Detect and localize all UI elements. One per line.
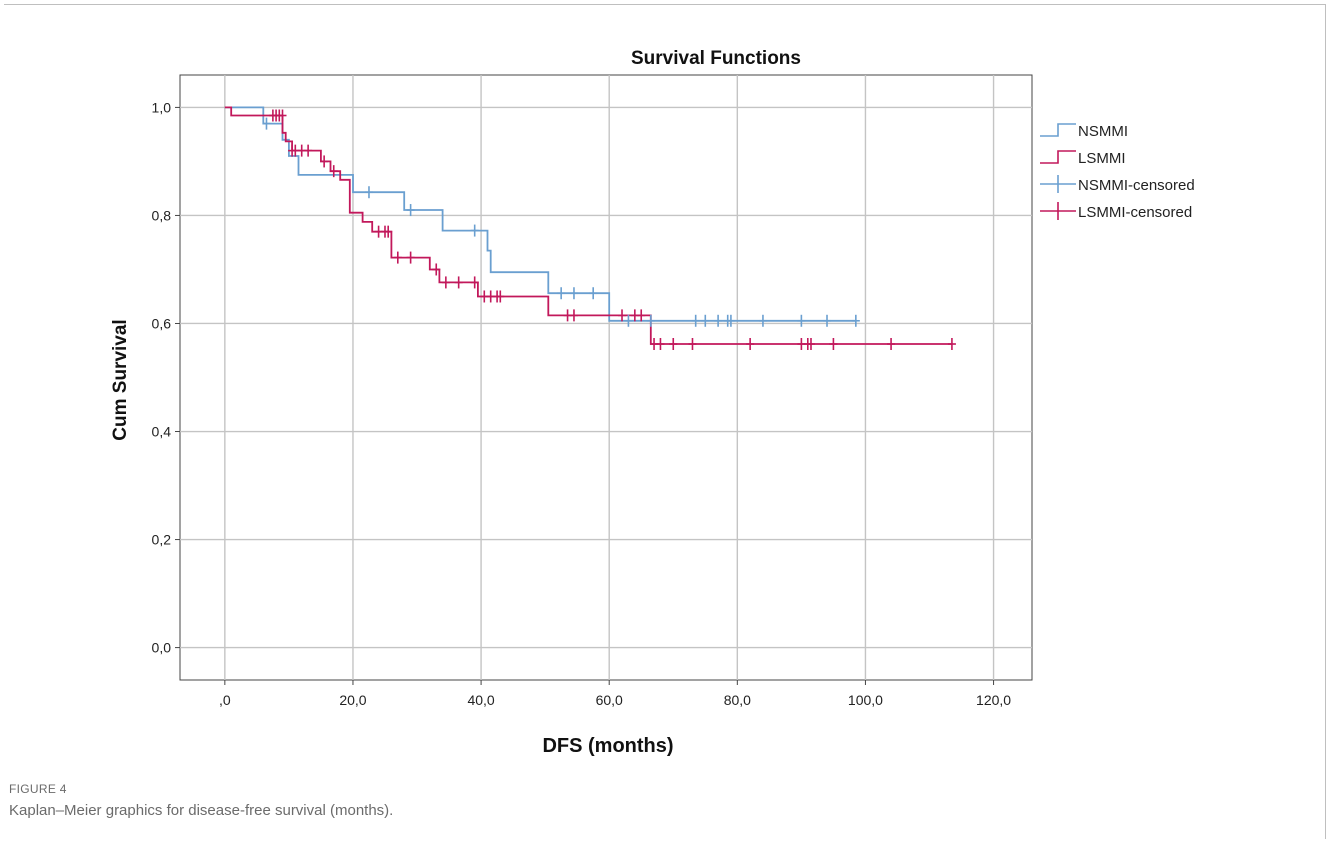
nsmmi-censored-mark xyxy=(851,314,860,327)
lsmmi-censored-mark xyxy=(441,276,450,289)
x-tick-label: ,0 xyxy=(219,692,231,708)
legend-item-nsmmi-censored: NSMMI-censored xyxy=(1040,175,1195,194)
legend-item-lsmmi: LSMMI xyxy=(1040,150,1126,167)
legend-label: LSMMI-censored xyxy=(1078,204,1192,221)
lsmmi-censored-mark xyxy=(496,290,505,303)
nsmmi-censored-mark xyxy=(557,287,566,300)
y-tick-label: 0,2 xyxy=(152,532,172,548)
lsmmi-censored-mark xyxy=(947,338,956,351)
y-axis-label: Cum Survival xyxy=(110,319,131,440)
plot-frame xyxy=(179,74,1033,681)
lsmmi-censored-mark xyxy=(384,225,393,238)
plot-area: ,0 20,0 40,0 60,0 80,0 100,0 120,0 0,0 0,2 0,4 0,6… xyxy=(152,74,1033,708)
lsmmi-censored-mark xyxy=(329,165,338,178)
lsmmi-censored-mark xyxy=(669,338,678,351)
legend-swatch xyxy=(1040,150,1076,164)
nsmmi-censored-mark xyxy=(823,314,832,327)
lsmmi-censored-mark xyxy=(746,338,755,351)
nsmmi-censored-mark xyxy=(726,314,735,327)
legend-label: NSMMI-censored xyxy=(1078,177,1195,194)
legend-item-lsmmi-censored: LSMMI-censored xyxy=(1040,202,1192,221)
nsmmi-censored-mark xyxy=(714,314,723,327)
lsmmi-censored-mark xyxy=(278,109,287,122)
lsmmi-censored-mark xyxy=(618,309,627,322)
y-tick-label: 0,6 xyxy=(152,315,172,331)
lsmmi-line xyxy=(224,106,952,345)
lsmmi-censored-mark xyxy=(806,338,815,351)
nsmmi-censored-mark xyxy=(758,314,767,327)
lsmmi-censored-mark xyxy=(470,276,479,289)
lsmmi-censored-mark xyxy=(887,338,896,351)
lsmmi-censored-mark xyxy=(829,338,838,351)
legend-label: NSMMI xyxy=(1078,123,1128,140)
chart-legend: NSMMI LSMMI NSMMI-censored LSMMI-censored xyxy=(1040,123,1195,221)
figure-caption: FIGURE 4 Kaplan–Meier graphics for disea… xyxy=(9,782,393,819)
x-axis-label: DFS (months) xyxy=(542,735,673,757)
nsmmi-censored-mark xyxy=(262,117,271,130)
survival-chart: Survival Functions Cum Survival DFS (mon… xyxy=(110,48,1195,757)
x-tick-label: 100,0 xyxy=(848,692,883,708)
x-tick-label: 80,0 xyxy=(724,692,751,708)
y-tick-label: 1,0 xyxy=(152,99,172,115)
lsmmi-censored-mark xyxy=(320,155,329,168)
nsmmi-censored-mark xyxy=(406,204,415,217)
lsmmi-censored-mark xyxy=(454,276,463,289)
lsmmi-censored-mark xyxy=(688,338,697,351)
y-tick-label: 0,8 xyxy=(152,207,172,223)
y-tick-label: 0,4 xyxy=(152,424,172,440)
x-tick-label: 20,0 xyxy=(339,692,366,708)
nsmmi-censored-mark xyxy=(470,224,479,237)
legend-item-nsmmi: NSMMI xyxy=(1040,123,1128,140)
lsmmi-censored-mark xyxy=(432,263,441,276)
x-tick-label: 120,0 xyxy=(976,692,1011,708)
lsmmi-censored-mark xyxy=(304,144,313,157)
nsmmi-censored-mark xyxy=(569,287,578,300)
nsmmi-censored-mark xyxy=(364,186,373,199)
x-tick-label: 40,0 xyxy=(467,692,494,708)
nsmmi-censored-mark xyxy=(797,314,806,327)
lsmmi-censored-mark xyxy=(656,338,665,351)
lsmmi-censored-mark xyxy=(406,251,415,264)
y-tick-label: 0,0 xyxy=(152,640,172,656)
nsmmi-censored-mark xyxy=(646,314,655,327)
nsmmi-line xyxy=(224,106,856,322)
lsmmi-censored-mark xyxy=(393,251,402,264)
x-tick-label: 60,0 xyxy=(596,692,623,708)
nsmmi-censored-mark xyxy=(701,314,710,327)
figure-caption-text: Kaplan–Meier graphics for disease-free s… xyxy=(9,802,394,819)
legend-label: LSMMI xyxy=(1078,150,1126,167)
legend-swatch xyxy=(1040,123,1076,137)
nsmmi-censored-mark xyxy=(624,314,633,327)
nsmmi-censored-mark xyxy=(589,287,598,300)
lsmmi-censored-mark xyxy=(569,309,578,322)
nsmmi-censored-mark xyxy=(691,314,700,327)
figure-label: FIGURE 4 xyxy=(9,782,67,796)
chart-title: Survival Functions xyxy=(631,48,801,69)
figure-frame xyxy=(4,4,1326,839)
lsmmi-censored-mark xyxy=(637,309,646,322)
